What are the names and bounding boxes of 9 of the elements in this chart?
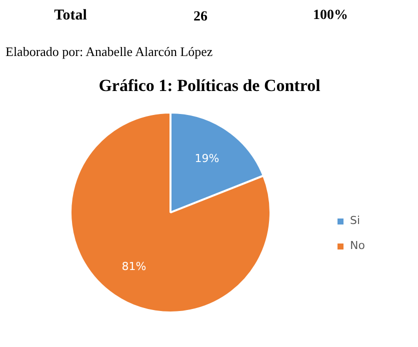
data-label: 81% [122,260,146,273]
text: Total [54,8,87,24]
text: 26 [194,10,208,24]
data-label: 19% [194,152,220,166]
text: Elaborado por: Anabelle Alarcón López [6,44,213,59]
legend-label: Si [350,214,362,227]
chart-title: Gráfico 1: Políticas de Control [98,76,321,95]
legend-label: No [350,239,366,252]
text: 100% [313,8,348,23]
